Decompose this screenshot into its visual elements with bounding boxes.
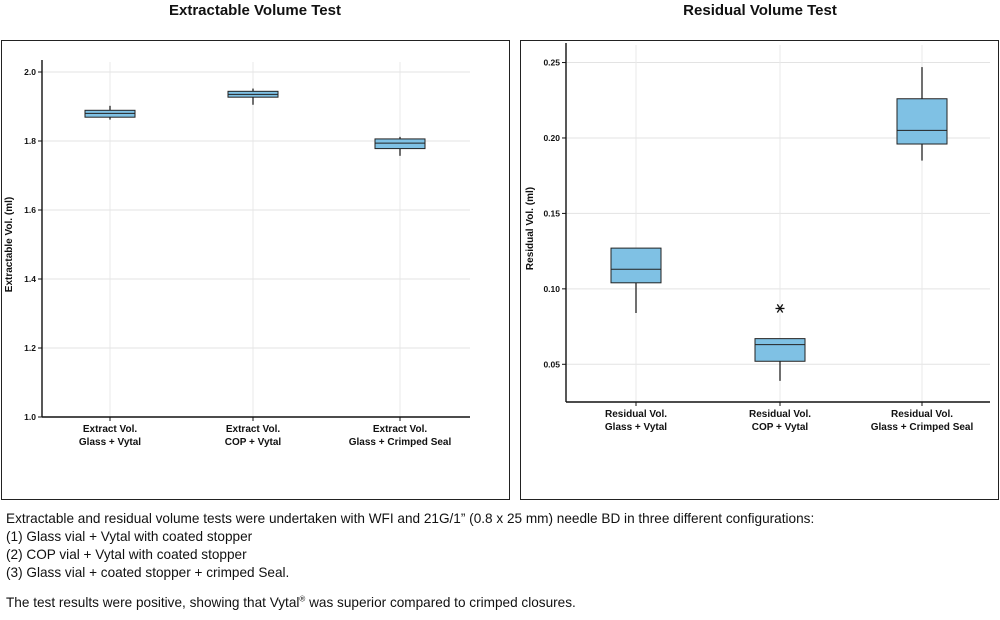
residual-category-label-line: Residual Vol. (891, 409, 953, 420)
extractable-y-tick-label: 1.2 (24, 343, 36, 353)
residual-y-tick-label: 0.25 (543, 58, 560, 68)
residual-y-axis-label: Residual Vol. (ml) (525, 187, 536, 270)
extractable-plot-group: 1.0 1.2 1.4 1.6 1.8 2.0 Extractable Vol. (ml) E… (1, 40, 510, 500)
residual-y-tick-label: 0.05 (543, 359, 560, 369)
residual-box-3 (896, 67, 948, 161)
residual-frame (520, 40, 999, 500)
extractable-y-tick-label: 1.6 (24, 205, 36, 215)
caption-conclusion: The test results were positive, showing … (6, 594, 986, 612)
residual-box-2 (754, 304, 806, 381)
conclusion-text-end: was superior compared to crimped closure… (305, 595, 576, 610)
extractable-y-tick-label: 1.0 (24, 412, 36, 422)
residual-chart-title: Residual Volume Test (683, 2, 837, 19)
extractable-category-label-line: Glass + Vytal (79, 437, 141, 448)
caption-item-3: (3) Glass vial + coated stopper + crimpe… (6, 565, 290, 580)
residual-category-label-line: COP + Vytal (752, 422, 809, 433)
residual-category-label: Residual Vol. COP + Vytal (749, 409, 811, 433)
conclusion-text-start: The test results were positive, showing … (6, 595, 300, 610)
residual-category-label: Residual Vol. Glass + Vytal (605, 409, 667, 433)
extractable-box-3 (374, 136, 426, 156)
extractable-y-tick-label: 1.4 (24, 274, 36, 284)
iqr-box (610, 247, 662, 284)
box-plots: 1.0 1.2 1.4 1.6 1.8 2.0 Extractable Vol. (ml) E… (1, 40, 999, 500)
extractable-category-label-line: Glass + Crimped Seal (349, 437, 452, 448)
extractable-category-label-line: COP + Vytal (225, 437, 282, 448)
residual-plot-group: 0.05 0.10 0.15 0.20 0.25 Residual Vol. (ml) Re… (520, 40, 999, 500)
extractable-category-label: Extract Vol. COP + Vytal (225, 424, 282, 448)
iqr-box (754, 338, 806, 362)
extractable-y-axis-label: Extractable Vol. (ml) (4, 197, 15, 292)
registered-mark: ® (299, 594, 306, 604)
residual-y-tick-label: 0.15 (543, 208, 560, 218)
caption-item-2: (2) COP vial + Vytal with coated stopper (6, 547, 247, 562)
extractable-box-1 (84, 105, 136, 120)
caption-intro: Extractable and residual volume tests we… (6, 511, 815, 526)
residual-category-label-line: Residual Vol. (605, 409, 667, 420)
residual-y-tick-label: 0.20 (543, 133, 560, 143)
caption-item-1: (1) Glass vial + Vytal with coated stopp… (6, 529, 253, 544)
residual-category-label-line: Glass + Crimped Seal (871, 422, 974, 433)
residual-y-tick-label: 0.10 (543, 284, 560, 294)
extractable-category-label-line: Extract Vol. (83, 424, 137, 435)
iqr-box (896, 98, 948, 145)
residual-box-1 (610, 247, 662, 313)
outlier-marker (775, 304, 785, 313)
extractable-category-label: Extract Vol. Glass + Vytal (79, 424, 141, 448)
residual-category-label: Residual Vol. Glass + Crimped Seal (871, 409, 974, 433)
caption: Extractable and residual volume tests we… (6, 510, 986, 612)
extractable-y-tick-label: 1.8 (24, 136, 36, 146)
outlier-stroke (776, 304, 784, 313)
extractable-box-2 (227, 88, 279, 105)
extractable-category-label-line: Extract Vol. (226, 424, 280, 435)
residual-category-label-line: Glass + Vytal (605, 422, 667, 433)
iqr-box (374, 138, 426, 150)
extractable-y-tick-label: 2.0 (24, 67, 36, 77)
extractable-category-label-line: Extract Vol. (373, 424, 427, 435)
extractable-frame (1, 40, 510, 500)
extractable-chart-title: Extractable Volume Test (168, 2, 341, 19)
extractable-category-label: Extract Vol. Glass + Crimped Seal (349, 424, 452, 448)
residual-category-label-line: Residual Vol. (749, 409, 811, 420)
